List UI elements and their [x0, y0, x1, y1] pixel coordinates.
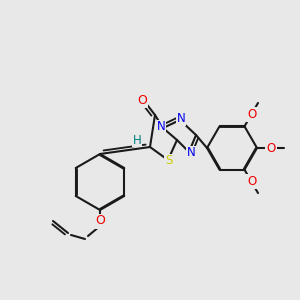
- Text: O: O: [95, 214, 105, 227]
- Text: O: O: [137, 94, 147, 106]
- Text: S: S: [165, 154, 173, 167]
- Text: N: N: [187, 146, 195, 160]
- Text: O: O: [247, 108, 256, 121]
- Text: O: O: [266, 142, 276, 154]
- Text: H: H: [133, 134, 141, 146]
- Text: N: N: [157, 121, 165, 134]
- Text: O: O: [247, 175, 256, 188]
- Text: N: N: [177, 112, 185, 125]
